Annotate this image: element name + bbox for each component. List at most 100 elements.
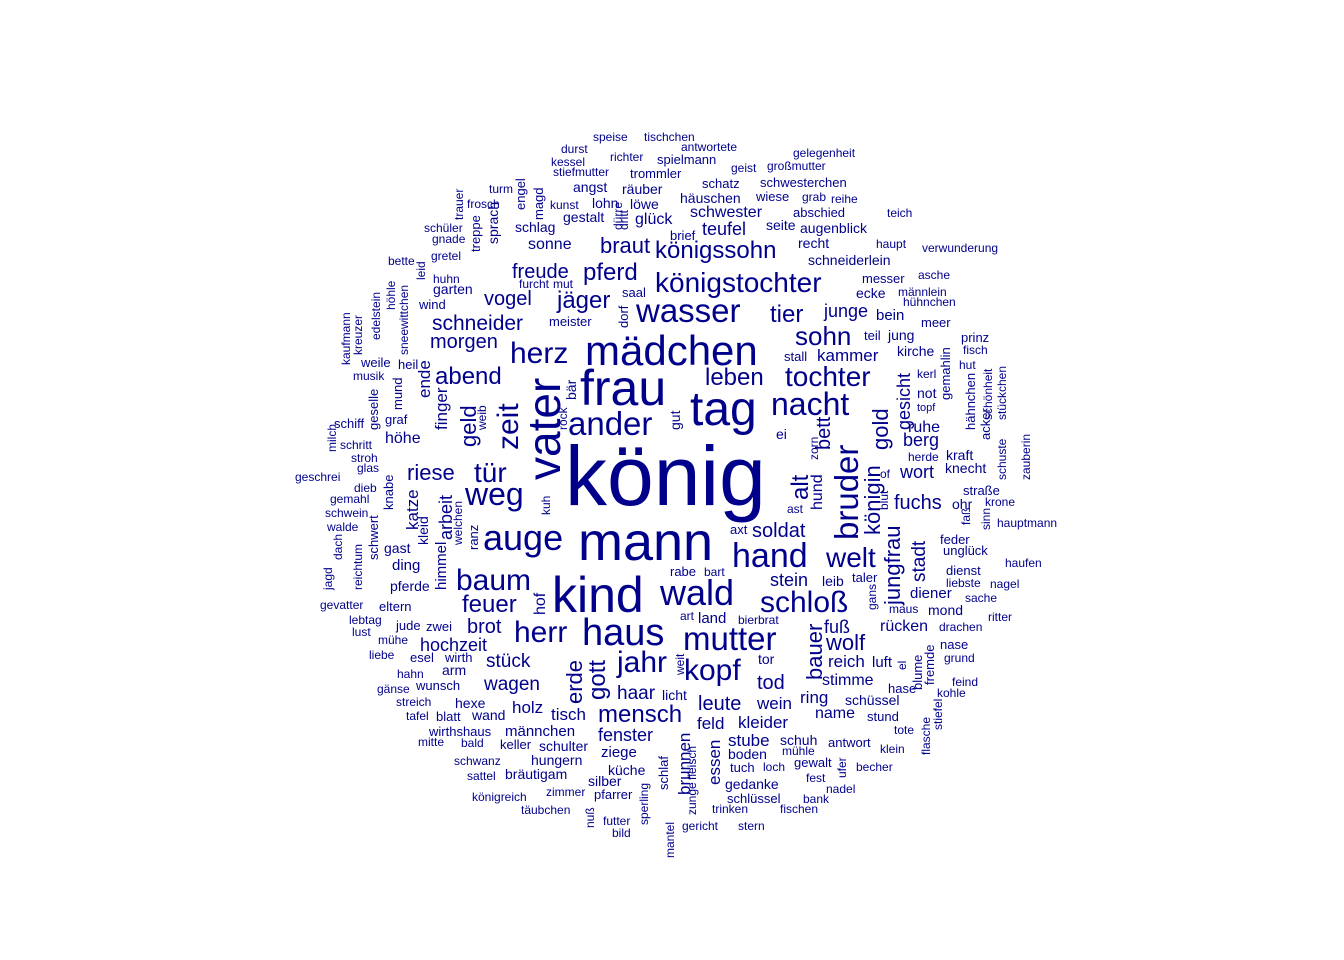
word-wirthshaus: wirthshaus — [428, 724, 492, 739]
word-liebe: liebe — [369, 648, 395, 662]
word-fischen: fischen — [780, 802, 818, 816]
word-ritter: ritter — [988, 610, 1012, 624]
word-wind: wind — [418, 297, 446, 312]
word-tochter: tochter — [785, 361, 871, 392]
word-wasser: wasser — [635, 292, 741, 329]
word-boden: boden — [728, 746, 767, 762]
word-eltern: eltern — [379, 599, 412, 614]
word-teufel: teufel — [702, 219, 746, 239]
word-fuss: fuß — [824, 617, 850, 637]
word-dieb: dieb — [354, 481, 377, 495]
word-koenigin: königin — [860, 465, 885, 535]
word-stiefmutter: stiefmutter — [553, 165, 609, 179]
word-loch: loch — [763, 760, 785, 774]
word-muehle: mühle — [782, 744, 815, 758]
word-nadel: nadel — [826, 782, 855, 796]
word-zunge: zunge — [685, 782, 699, 815]
word-heil: heil — [398, 357, 418, 372]
word-recht: recht — [798, 235, 829, 251]
word-sache: sache — [965, 591, 997, 605]
word-gut: gut — [667, 410, 683, 430]
word-feind: feind — [952, 675, 978, 689]
word-loewe: löwe — [630, 196, 659, 212]
word-fuchs: fuchs — [894, 492, 942, 514]
word-fest: fest — [806, 771, 826, 785]
word-grab: grab — [802, 190, 826, 204]
word-maennlein: männlein — [898, 285, 947, 299]
word-raeuber: räuber — [622, 181, 663, 197]
word-edelstein: edelstein — [369, 292, 383, 340]
word-not: not — [917, 385, 937, 401]
word-haufen: haufen — [1005, 556, 1042, 570]
word-schritt: schritt — [340, 438, 373, 452]
word-gedanke: gedanke — [725, 776, 779, 792]
word-sneewittchen: sneewittchen — [397, 285, 411, 355]
word-leute: leute — [698, 693, 741, 715]
word-taeubchen: täubchen — [521, 803, 570, 817]
word-junge: junge — [823, 301, 868, 321]
word-bruder: bruder — [828, 445, 865, 540]
word-axt: axt — [730, 522, 748, 537]
word-speise: speise — [593, 130, 628, 144]
word-hut: hut — [959, 358, 976, 372]
word-unglueck: unglück — [943, 543, 988, 558]
word-hochzeit: hochzeit — [420, 635, 487, 655]
word-glas: glas — [357, 461, 379, 475]
word-maus: maus — [889, 602, 918, 616]
word-verwunderung: verwunderung — [922, 241, 998, 255]
word-gelegenheit: gelegenheit — [793, 146, 856, 160]
word-hoehe: höhe — [385, 430, 421, 447]
word-land: land — [698, 610, 726, 627]
word-gestalt: gestalt — [563, 209, 604, 225]
word-tuer: tür — [474, 457, 507, 488]
word-jaeger: jäger — [556, 287, 610, 314]
word-furcht: furcht — [519, 277, 550, 291]
word-koenig: könig — [565, 429, 766, 523]
word-tafel: tafel — [406, 709, 429, 723]
word-geschrei: geschrei — [295, 470, 340, 484]
word-wand: wand — [471, 707, 505, 723]
word-fass: faß — [959, 508, 973, 525]
word-wein: wein — [756, 694, 792, 713]
word-hund: hund — [809, 474, 826, 510]
word-weib: weib — [475, 405, 489, 431]
word-rabe: rabe — [670, 564, 696, 579]
word-richter: richter — [610, 150, 643, 164]
word-schwein: schwein — [325, 506, 368, 520]
word-dorf: dorf — [616, 305, 631, 328]
word-brunnen: brunnen — [675, 733, 694, 795]
word-baer: bär — [563, 379, 579, 400]
word-frosch: frosch — [467, 197, 500, 211]
word-mund: mund — [390, 377, 405, 410]
word-tod: tod — [757, 672, 785, 694]
word-kopf: kopf — [684, 654, 741, 687]
word-tischchen: tischchen — [644, 130, 695, 144]
word-ruecken: rücken — [880, 618, 928, 635]
word-jagd: jagd — [321, 567, 335, 591]
word-arm: arm — [442, 662, 466, 678]
word-sattel: sattel — [467, 769, 496, 783]
word-gold: gold — [868, 408, 893, 450]
word-haeuschen: häuschen — [680, 190, 741, 206]
word-strasse: straße — [963, 483, 1000, 498]
word-blut: blut — [877, 490, 891, 510]
word-ast: ast — [787, 502, 804, 516]
word-nacht: nacht — [771, 386, 849, 422]
word-maedchen: mädchen — [585, 327, 758, 374]
word-koenigssohn: königssohn — [655, 237, 776, 264]
word-stroh: stroh — [351, 451, 378, 465]
word-gewalt: gewalt — [794, 755, 832, 770]
word-meer: meer — [921, 315, 951, 330]
word-antwort: antwort — [828, 735, 871, 750]
word-koenigstochter: königstochter — [655, 267, 822, 298]
word-gnade: gnade — [432, 232, 466, 246]
word-wort: wort — [899, 462, 934, 482]
word-seite: seite — [766, 217, 796, 233]
word-reihe: reihe — [831, 192, 858, 206]
word-schwesterchen: schwesterchen — [760, 175, 847, 190]
word-bart: bart — [704, 565, 725, 579]
word-magd: magd — [531, 187, 546, 220]
word-zeit: zeit — [492, 403, 525, 450]
word-tier: tier — [770, 301, 803, 328]
